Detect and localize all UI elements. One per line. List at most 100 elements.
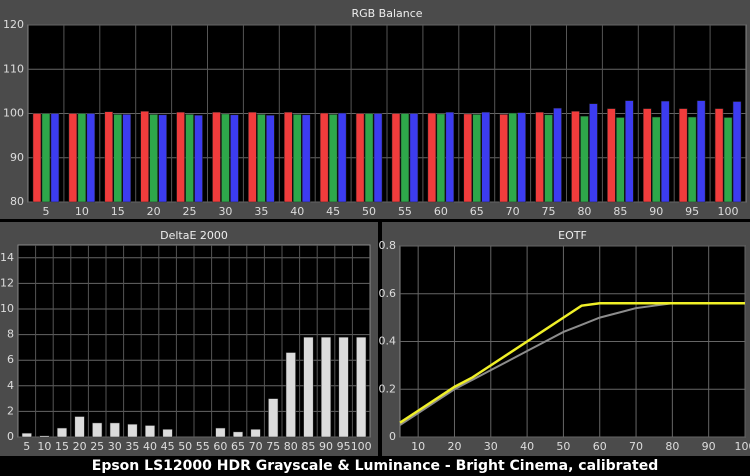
y-tick-label: 80	[10, 195, 24, 208]
x-tick-label: 35	[125, 440, 139, 453]
chart-title: EOTF	[558, 229, 587, 242]
bar	[589, 103, 598, 203]
chart-title: DeltaE 2000	[160, 229, 228, 242]
bar	[544, 114, 553, 203]
y-tick-label: 90	[10, 151, 24, 164]
x-tick-label: 20	[147, 205, 161, 218]
x-tick-label: 60	[434, 205, 448, 218]
y-tick-label: 0.6	[379, 287, 397, 300]
bar	[285, 352, 296, 438]
bar	[212, 111, 221, 203]
x-tick-label: 60	[593, 440, 607, 453]
bar	[696, 100, 706, 203]
x-tick-label: 75	[266, 440, 280, 453]
bar	[266, 115, 275, 203]
x-tick-label: 10	[75, 205, 89, 218]
x-tick-label: 5	[42, 205, 49, 218]
bar	[373, 113, 383, 203]
y-tick-label: 14	[0, 251, 14, 264]
bar	[113, 114, 122, 203]
chart-title: RGB Balance	[351, 7, 422, 20]
x-tick-label: 10	[37, 440, 51, 453]
bar	[109, 422, 120, 438]
x-tick-label: 55	[196, 440, 210, 453]
bar	[391, 113, 401, 203]
x-tick-label: 90	[702, 440, 716, 453]
bar	[32, 113, 42, 203]
x-tick-label: 25	[90, 440, 104, 453]
y-tick-label: 0.8	[379, 239, 397, 252]
bar	[149, 114, 158, 203]
bar	[678, 108, 688, 203]
bar	[571, 111, 580, 203]
y-tick-label: 0	[7, 430, 14, 443]
x-tick-label: 80	[577, 205, 591, 218]
x-tick-label: 20	[447, 440, 461, 453]
x-tick-label: 35	[254, 205, 268, 218]
bar	[21, 432, 32, 438]
x-tick-label: 70	[629, 440, 643, 453]
bar	[221, 113, 230, 203]
bar	[293, 114, 302, 203]
bar	[472, 114, 481, 203]
x-tick-label: 90	[319, 440, 333, 453]
x-tick-label: 45	[326, 205, 340, 218]
bar	[104, 111, 114, 203]
bar	[723, 117, 733, 203]
x-tick-label: 85	[301, 440, 315, 453]
x-tick-label: 50	[556, 440, 570, 453]
bar	[427, 112, 437, 203]
x-tick-label: 30	[218, 205, 232, 218]
x-tick-label: 45	[161, 440, 175, 453]
y-tick-label: 0	[389, 430, 396, 443]
bar	[250, 429, 261, 438]
y-tick-label: 100	[3, 107, 24, 120]
bar	[74, 416, 85, 438]
y-tick-label: 110	[3, 62, 24, 75]
x-tick-label: 25	[183, 205, 197, 218]
bar	[607, 108, 616, 203]
bar	[400, 113, 410, 203]
bar	[215, 427, 226, 438]
bar	[144, 425, 156, 438]
bar	[445, 111, 455, 203]
y-tick-label: 10	[0, 302, 14, 315]
x-tick-label: 70	[506, 205, 520, 218]
x-tick-label: 70	[249, 440, 263, 453]
bar	[232, 431, 244, 438]
x-tick-label: 55	[398, 205, 412, 218]
bar	[616, 117, 625, 203]
bar	[122, 114, 131, 203]
bar	[257, 114, 266, 203]
x-tick-label: 40	[520, 440, 534, 453]
bar	[230, 114, 239, 203]
caption: Epson LS12000 HDR Grayscale & Luminance …	[92, 458, 658, 474]
bar	[248, 111, 257, 203]
y-tick-label: 6	[7, 353, 14, 366]
y-tick-label: 4	[7, 379, 14, 392]
bar	[140, 111, 149, 203]
bar	[328, 114, 338, 203]
x-tick-label: 100	[351, 440, 372, 453]
bar	[517, 112, 526, 203]
bar	[41, 113, 51, 203]
x-tick-label: 65	[231, 440, 245, 453]
bar	[185, 114, 194, 203]
bar	[338, 336, 349, 438]
bar	[319, 112, 329, 203]
bar	[660, 100, 670, 203]
bar	[158, 114, 167, 203]
y-tick-label: 12	[0, 276, 14, 289]
bar	[77, 113, 87, 203]
bar	[687, 116, 697, 203]
x-tick-label: 95	[337, 440, 351, 453]
bar	[92, 422, 103, 438]
bar	[194, 115, 203, 203]
bar	[643, 108, 652, 203]
x-tick-label: 100	[735, 440, 750, 453]
bar	[86, 113, 96, 203]
x-tick-label: 100	[718, 205, 739, 218]
bar	[162, 429, 173, 438]
x-tick-label: 15	[111, 205, 125, 218]
